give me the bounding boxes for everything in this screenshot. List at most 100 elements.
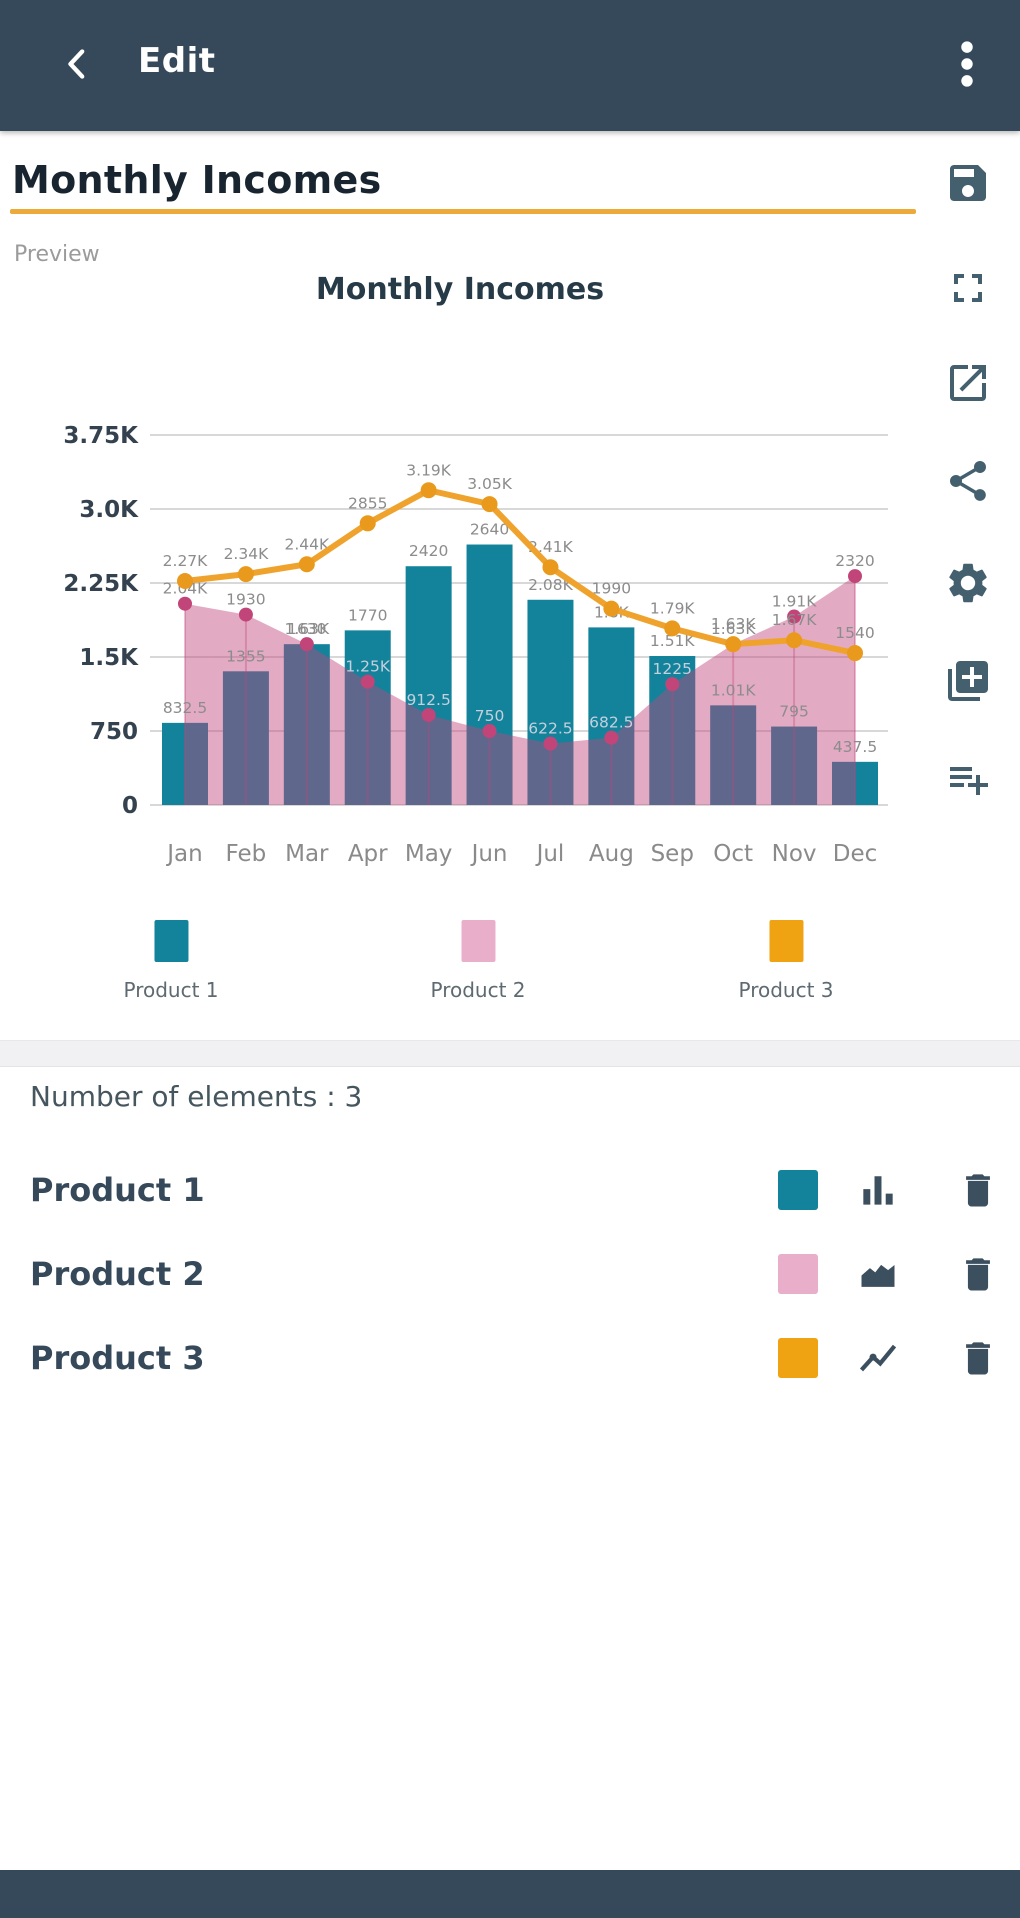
- svg-text:Aug: Aug: [589, 841, 634, 867]
- save-button[interactable]: [944, 159, 992, 207]
- delete-button[interactable]: [956, 1336, 1000, 1380]
- settings-icon: [949, 563, 987, 603]
- element-color-swatch[interactable]: [778, 1254, 818, 1294]
- svg-text:1.63K: 1.63K: [711, 615, 757, 633]
- svg-text:1225: 1225: [653, 660, 692, 678]
- svg-text:795: 795: [779, 703, 809, 721]
- section-divider: [0, 1040, 1020, 1067]
- line-chart-icon: [859, 1344, 897, 1372]
- svg-text:1990: 1990: [592, 580, 631, 598]
- svg-text:Nov: Nov: [772, 841, 817, 867]
- add-chart-button[interactable]: [944, 657, 992, 705]
- bottom-nav-bar: [0, 1870, 1020, 1918]
- svg-text:1.91K: 1.91K: [772, 593, 818, 611]
- legend-swatch: [769, 920, 803, 962]
- svg-text:Jul: Jul: [535, 841, 565, 867]
- legend-item: Product 1: [123, 920, 219, 1002]
- chart-title: Monthly Incomes: [315, 272, 605, 307]
- svg-text:Dec: Dec: [833, 841, 878, 867]
- element-color-swatch[interactable]: [778, 1338, 818, 1378]
- svg-text:Mar: Mar: [285, 841, 329, 867]
- trash-icon: [966, 1258, 990, 1291]
- svg-text:750: 750: [475, 707, 505, 725]
- svg-text:622.5: 622.5: [528, 720, 572, 738]
- svg-text:Jun: Jun: [470, 841, 508, 867]
- svg-text:2.25K: 2.25K: [63, 571, 139, 597]
- save-icon: [950, 165, 986, 201]
- svg-text:2855: 2855: [348, 494, 387, 512]
- svg-text:3.05K: 3.05K: [467, 475, 513, 493]
- svg-text:437.5: 437.5: [833, 738, 877, 756]
- back-button[interactable]: [52, 38, 104, 90]
- svg-text:Sep: Sep: [651, 841, 694, 867]
- legend-swatch: [154, 920, 188, 962]
- svg-text:2.27K: 2.27K: [163, 552, 209, 570]
- chart-name-field[interactable]: Monthly Incomes: [12, 158, 382, 202]
- fullscreen-icon: [954, 274, 982, 302]
- app-bar-title: Edit: [138, 41, 216, 81]
- svg-text:682.5: 682.5: [589, 714, 633, 732]
- svg-text:3.19K: 3.19K: [406, 461, 452, 479]
- field-underline: [10, 209, 916, 214]
- svg-text:0: 0: [122, 793, 138, 819]
- svg-text:1930: 1930: [226, 591, 265, 609]
- svg-text:Feb: Feb: [226, 841, 267, 867]
- svg-text:1.67K: 1.67K: [772, 611, 818, 629]
- svg-text:1540: 1540: [835, 624, 874, 642]
- fullscreen-button[interactable]: [944, 264, 992, 312]
- svg-text:1.25K: 1.25K: [345, 658, 391, 676]
- svg-text:1.79K: 1.79K: [650, 599, 696, 617]
- delete-button[interactable]: [956, 1168, 1000, 1212]
- delete-button[interactable]: [956, 1252, 1000, 1296]
- element-type-button[interactable]: [856, 1168, 900, 1212]
- bar-chart-icon: [863, 1176, 893, 1205]
- chevron-left-icon: [68, 49, 85, 79]
- app-bar: Edit: [0, 0, 1020, 131]
- svg-text:3.0K: 3.0K: [79, 497, 139, 523]
- svg-text:1355: 1355: [226, 647, 265, 665]
- svg-text:2320: 2320: [835, 552, 874, 570]
- svg-text:2640: 2640: [470, 521, 509, 539]
- legend-label: Product 1: [123, 978, 219, 1002]
- export-button[interactable]: [944, 359, 992, 407]
- svg-text:May: May: [405, 841, 453, 867]
- add-data-button[interactable]: [944, 755, 992, 803]
- element-name: Product 2: [30, 1255, 205, 1293]
- svg-text:1.5K: 1.5K: [79, 645, 139, 671]
- svg-text:3.75K: 3.75K: [63, 423, 139, 449]
- share-button[interactable]: [944, 457, 992, 505]
- element-row[interactable]: Product 3: [0, 1316, 1020, 1400]
- settings-button[interactable]: [944, 559, 992, 607]
- open-in-new-icon: [950, 365, 986, 401]
- svg-text:2.34K: 2.34K: [224, 545, 270, 563]
- svg-text:1.63K: 1.63K: [711, 620, 757, 638]
- element-type-button[interactable]: [856, 1252, 900, 1296]
- element-color-swatch[interactable]: [778, 1170, 818, 1210]
- legend-item: Product 3: [738, 920, 834, 1002]
- svg-text:1.51K: 1.51K: [650, 632, 696, 650]
- trash-icon: [966, 1174, 990, 1207]
- svg-text:912.5: 912.5: [406, 691, 450, 709]
- svg-text:1.63K: 1.63K: [284, 620, 330, 638]
- area-chart-icon: [861, 1264, 895, 1287]
- legend-item: Product 2: [430, 920, 526, 1002]
- element-row[interactable]: Product 2: [0, 1232, 1020, 1316]
- svg-text:2.44K: 2.44K: [284, 535, 330, 553]
- legend-label: Product 2: [430, 978, 526, 1002]
- svg-text:2420: 2420: [409, 542, 448, 560]
- svg-text:750: 750: [90, 719, 138, 745]
- legend-swatch: [461, 920, 495, 962]
- svg-text:2.08K: 2.08K: [528, 576, 574, 594]
- svg-text:1770: 1770: [348, 606, 387, 624]
- svg-text:Jan: Jan: [165, 841, 202, 867]
- preview-label: Preview: [14, 242, 100, 267]
- element-type-button[interactable]: [856, 1336, 900, 1380]
- kebab-menu-icon: [961, 41, 973, 87]
- svg-text:Oct: Oct: [713, 841, 753, 867]
- element-name: Product 1: [30, 1171, 205, 1209]
- elements-count: Number of elements : 3: [30, 1080, 363, 1113]
- overflow-menu-button[interactable]: [941, 33, 993, 95]
- library-add-icon: [948, 661, 988, 701]
- element-row[interactable]: Product 1: [0, 1148, 1020, 1232]
